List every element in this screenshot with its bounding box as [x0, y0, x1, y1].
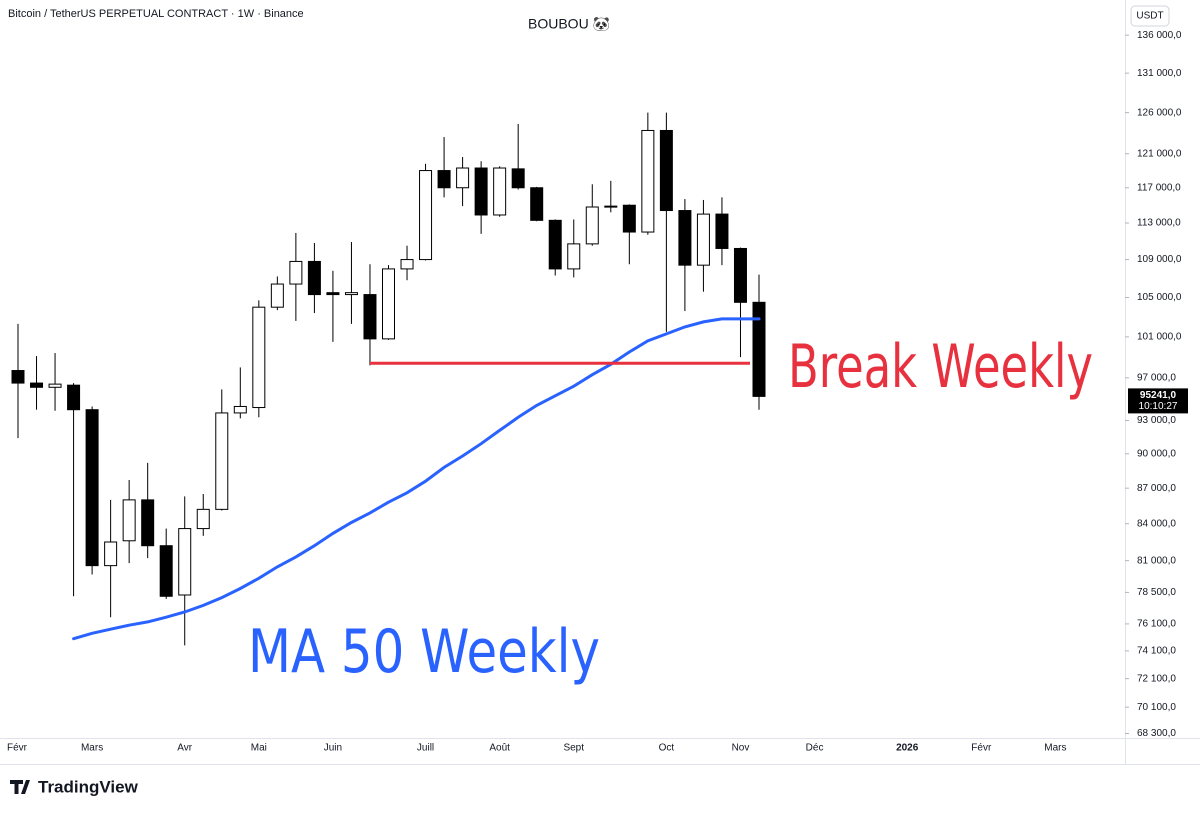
y-tick-label: 109 000,0: [1137, 254, 1182, 265]
candle-body: [511, 168, 525, 189]
x-tick-label: Mars: [81, 743, 103, 754]
candle-body: [400, 259, 414, 270]
candle-body: [752, 301, 766, 397]
candle-body: [548, 219, 562, 270]
candle-body: [67, 384, 81, 411]
candle-body: [85, 409, 99, 567]
plot-area: 136 000,0 131 000,0 126 000,0 121 000,0 117 …: [7, 30, 1182, 754]
annotation: Break Weekly: [788, 332, 1093, 402]
candle-body: [178, 528, 192, 596]
x-tick-label: Avr: [177, 743, 192, 754]
candle-body: [326, 292, 340, 296]
y-tick-label: 70 100,0: [1137, 702, 1176, 713]
candle-body: [585, 206, 599, 245]
y-tick-label: 78 500,0: [1137, 587, 1176, 598]
x-tick-label: Févr: [971, 743, 992, 754]
y-tick-label: 126 000,0: [1137, 107, 1182, 118]
y-tick-label: 74 100,0: [1137, 646, 1176, 657]
y-tick-label: 76 100,0: [1137, 619, 1176, 630]
chart-title: BOUBOU 🐼: [528, 16, 611, 32]
x-tick-label: 2026: [896, 743, 919, 754]
candle-body: [215, 412, 229, 510]
y-tick-label: 113 000,0: [1137, 218, 1181, 229]
candle-body: [678, 210, 692, 266]
candle-body: [641, 129, 655, 233]
currency[interactable]: USDT: [1136, 11, 1163, 22]
candle-body: [344, 292, 358, 296]
candle-body: [196, 508, 210, 530]
logo-mark: [10, 780, 30, 794]
currency-box[interactable]: [1130, 5, 1170, 27]
y-tick-label: 72 100,0: [1137, 673, 1176, 684]
y-tick-label: 81 000,0: [1137, 555, 1176, 566]
candle-body: [141, 499, 155, 547]
candle-body: [48, 383, 62, 388]
candle-body: [363, 294, 377, 340]
candle-body: [122, 499, 136, 542]
candle-body: [289, 260, 303, 285]
candle-body: [622, 204, 636, 233]
annotation: MA 50 Weekly: [248, 617, 600, 687]
candle-body: [30, 382, 44, 388]
candle-body: [715, 213, 729, 249]
y-tick-label: 121 000,0: [1137, 148, 1182, 159]
y-tick-label: 93 000,0: [1137, 415, 1176, 426]
y-tick-label: 97 000,0: [1137, 372, 1176, 383]
candle-body: [382, 268, 395, 340]
brand: TradingView: [38, 777, 139, 796]
y-tick-label: 68 300,0: [1137, 728, 1176, 739]
candle-body: [604, 205, 618, 208]
x-tick-label: Sept: [563, 743, 584, 754]
candle-body: [696, 213, 710, 266]
candle-body: [437, 170, 451, 189]
x-tick-label: Juin: [324, 743, 342, 754]
candle-body: [252, 306, 266, 409]
candle-body: [307, 260, 321, 296]
x-tick-label: Déc: [806, 743, 824, 754]
candle-body: [270, 283, 284, 308]
x-tick-label: Juill: [417, 743, 434, 754]
brand-logo: [10, 780, 30, 794]
x-tick-label: Mars: [1044, 743, 1066, 754]
last-price-label: 95241,0: [1140, 390, 1177, 401]
y-tick-label: 136 000,0: [1137, 30, 1182, 41]
y-tick-label: 87 000,0: [1137, 483, 1176, 494]
candle-body: [474, 167, 488, 216]
ma-line: [72, 317, 761, 641]
candle-body: [159, 545, 173, 597]
x-tick-label: Mai: [251, 743, 267, 754]
y-tick-label: 117 000,0: [1137, 182, 1181, 193]
source: Bitcoin / TetherUS PERPETUAL CONTRACT · …: [8, 8, 304, 20]
candle-body: [419, 170, 433, 261]
y-tick-label: 131 000,0: [1137, 68, 1182, 79]
last-price-box: [1128, 388, 1188, 414]
candle-body: [733, 247, 747, 303]
y-tick-label: 84 000,0: [1137, 518, 1176, 529]
countdown: 10:10:27: [1139, 401, 1178, 412]
candle-body: [493, 167, 507, 216]
candle-body: [567, 243, 581, 270]
x-tick-label: Nov: [732, 743, 750, 754]
x-tick-label: Août: [489, 743, 510, 754]
candle-body: [530, 187, 544, 221]
y-tick-label: 105 000,0: [1137, 292, 1182, 303]
candle-body: [233, 405, 247, 414]
candle-body: [456, 167, 470, 189]
x-tick-label: Févr: [7, 743, 28, 754]
candle-body: [659, 129, 673, 212]
candle-body: [104, 541, 118, 567]
candle-body: [11, 370, 25, 384]
x-tick-label: Oct: [659, 743, 675, 754]
y-tick-label: 101 000,0: [1137, 332, 1182, 343]
y-tick-label: 90 000,0: [1137, 448, 1176, 459]
